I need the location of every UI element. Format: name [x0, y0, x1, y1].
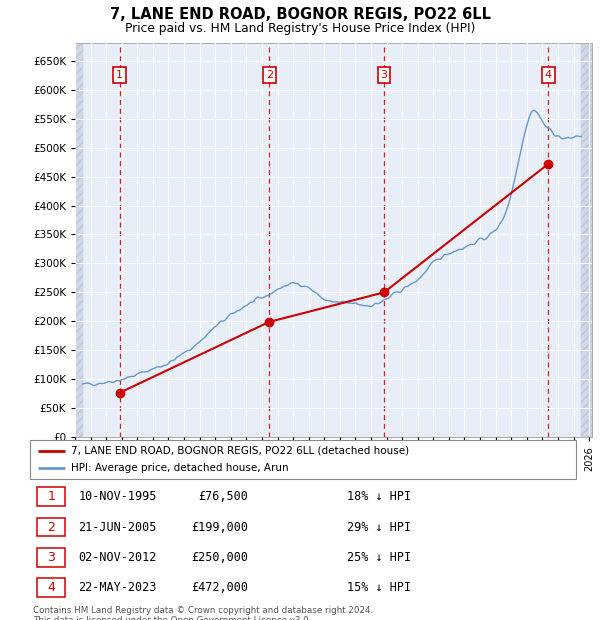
Text: £76,500: £76,500: [199, 490, 248, 503]
Text: 2: 2: [266, 70, 273, 80]
Text: 3: 3: [380, 70, 388, 80]
Text: 02-NOV-2012: 02-NOV-2012: [78, 551, 157, 564]
Text: 10-NOV-1995: 10-NOV-1995: [78, 490, 157, 503]
Text: 18% ↓ HPI: 18% ↓ HPI: [347, 490, 411, 503]
Text: 4: 4: [47, 581, 55, 594]
Text: 21-JUN-2005: 21-JUN-2005: [78, 521, 157, 534]
Text: 25% ↓ HPI: 25% ↓ HPI: [347, 551, 411, 564]
Text: HPI: Average price, detached house, Arun: HPI: Average price, detached house, Arun: [71, 463, 289, 473]
Text: 2: 2: [47, 521, 55, 534]
Text: 1: 1: [47, 490, 55, 503]
Text: £250,000: £250,000: [191, 551, 248, 564]
FancyBboxPatch shape: [37, 578, 65, 597]
Text: Price paid vs. HM Land Registry's House Price Index (HPI): Price paid vs. HM Land Registry's House …: [125, 22, 475, 35]
Text: 15% ↓ HPI: 15% ↓ HPI: [347, 581, 411, 594]
Text: 7, LANE END ROAD, BOGNOR REGIS, PO22 6LL (detached house): 7, LANE END ROAD, BOGNOR REGIS, PO22 6LL…: [71, 446, 409, 456]
FancyBboxPatch shape: [37, 548, 65, 567]
Bar: [75, 32, 83, 437]
Text: 4: 4: [545, 70, 552, 80]
Text: £199,000: £199,000: [191, 521, 248, 534]
Text: 29% ↓ HPI: 29% ↓ HPI: [347, 521, 411, 534]
Text: 1: 1: [116, 70, 123, 80]
FancyBboxPatch shape: [37, 518, 65, 536]
Text: 3: 3: [47, 551, 55, 564]
Text: £472,000: £472,000: [191, 581, 248, 594]
FancyBboxPatch shape: [37, 487, 65, 506]
Bar: [581, 32, 592, 437]
Text: Contains HM Land Registry data © Crown copyright and database right 2024.
This d: Contains HM Land Registry data © Crown c…: [33, 606, 373, 620]
Text: 22-MAY-2023: 22-MAY-2023: [78, 581, 157, 594]
FancyBboxPatch shape: [30, 440, 576, 479]
Text: 7, LANE END ROAD, BOGNOR REGIS, PO22 6LL: 7, LANE END ROAD, BOGNOR REGIS, PO22 6LL: [110, 7, 491, 22]
